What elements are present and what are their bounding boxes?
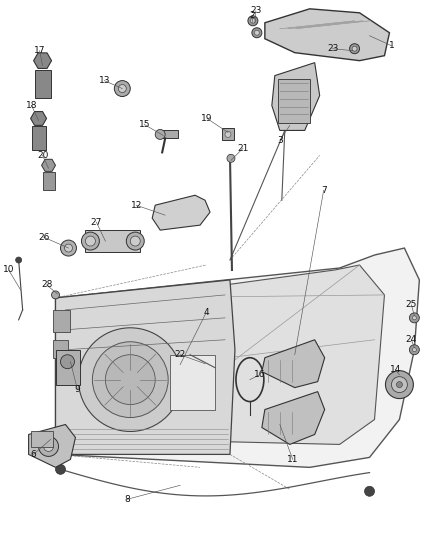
Circle shape: [413, 316, 417, 320]
Polygon shape: [272, 63, 320, 131]
Bar: [31, 432, 53, 447]
Bar: [170, 355, 215, 409]
Circle shape: [410, 345, 419, 355]
Circle shape: [60, 355, 74, 369]
Text: 28: 28: [41, 280, 52, 289]
Bar: [222, 128, 234, 140]
Circle shape: [396, 382, 403, 387]
Bar: [53, 340, 68, 358]
Polygon shape: [262, 392, 325, 445]
Text: 10: 10: [3, 265, 14, 274]
Text: 3: 3: [277, 136, 283, 145]
Circle shape: [52, 291, 60, 299]
Bar: [32, 126, 46, 150]
Circle shape: [252, 28, 262, 38]
Circle shape: [64, 244, 72, 252]
Text: 27: 27: [91, 217, 102, 227]
Circle shape: [410, 313, 419, 323]
Text: 22: 22: [174, 350, 186, 359]
Text: 4: 4: [203, 309, 209, 317]
Circle shape: [227, 155, 235, 163]
Bar: [56, 350, 81, 385]
Text: 23: 23: [327, 44, 338, 53]
Circle shape: [126, 232, 144, 250]
Text: 13: 13: [99, 76, 110, 85]
Text: 17: 17: [34, 46, 45, 55]
Circle shape: [106, 355, 155, 405]
Circle shape: [248, 16, 258, 26]
Polygon shape: [130, 265, 385, 445]
Text: 12: 12: [131, 201, 142, 209]
Polygon shape: [56, 248, 419, 467]
Circle shape: [413, 348, 417, 352]
Text: 1: 1: [389, 41, 394, 50]
Circle shape: [81, 232, 99, 250]
Text: 25: 25: [406, 301, 417, 309]
Text: 18: 18: [26, 101, 37, 110]
Text: 19: 19: [201, 114, 213, 123]
Circle shape: [60, 240, 77, 256]
Text: 7: 7: [321, 185, 327, 195]
Circle shape: [92, 342, 168, 417]
Circle shape: [364, 486, 374, 496]
Polygon shape: [28, 424, 75, 467]
Text: 14: 14: [390, 365, 401, 374]
Polygon shape: [34, 53, 52, 68]
Polygon shape: [265, 9, 389, 61]
Circle shape: [85, 236, 95, 246]
Text: 26: 26: [38, 232, 49, 241]
Circle shape: [78, 328, 182, 432]
Circle shape: [118, 85, 126, 93]
Text: 23: 23: [250, 6, 261, 15]
Circle shape: [43, 441, 53, 451]
Circle shape: [225, 132, 231, 138]
Circle shape: [114, 80, 130, 96]
Text: 21: 21: [237, 144, 249, 153]
Bar: [35, 70, 50, 98]
Polygon shape: [31, 111, 46, 125]
Circle shape: [16, 257, 21, 263]
Text: 16: 16: [254, 370, 265, 379]
Bar: [160, 131, 178, 139]
Polygon shape: [56, 280, 235, 455]
Circle shape: [385, 370, 413, 399]
Bar: [42, 172, 54, 190]
Circle shape: [251, 18, 255, 23]
Circle shape: [56, 464, 66, 474]
Text: 20: 20: [37, 151, 48, 160]
Circle shape: [392, 377, 407, 393]
Text: 24: 24: [406, 335, 417, 344]
Circle shape: [254, 30, 259, 35]
Polygon shape: [152, 195, 210, 230]
Polygon shape: [262, 340, 325, 387]
Bar: [53, 310, 71, 332]
Text: 6: 6: [31, 450, 36, 459]
Text: 11: 11: [287, 455, 299, 464]
Bar: [278, 78, 310, 124]
Text: 8: 8: [124, 495, 130, 504]
Text: 9: 9: [74, 385, 80, 394]
Text: 15: 15: [138, 120, 150, 129]
Circle shape: [350, 44, 360, 54]
Text: 2: 2: [249, 11, 255, 20]
Circle shape: [39, 437, 59, 456]
Circle shape: [352, 46, 357, 51]
Polygon shape: [42, 159, 56, 172]
Circle shape: [155, 130, 165, 140]
Bar: [85, 230, 140, 252]
Circle shape: [130, 236, 140, 246]
